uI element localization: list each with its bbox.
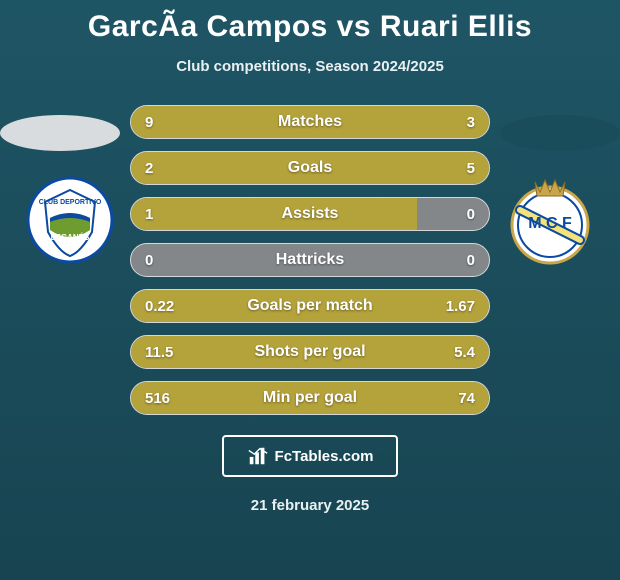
stat-row: 0.221.67Goals per match — [130, 289, 490, 323]
stat-label: Goals — [131, 152, 489, 184]
club-crest-right: M C F — [500, 170, 600, 270]
crown-crest-icon: M C F — [500, 170, 600, 270]
bar-chart-icon — [247, 445, 269, 467]
svg-text:M C F: M C F — [528, 215, 572, 232]
subtitle: Club competitions, Season 2024/2025 — [0, 58, 620, 75]
stat-row: 93Matches — [130, 105, 490, 139]
stat-row: 51674Min per goal — [130, 381, 490, 415]
stat-label: Goals per match — [131, 290, 489, 322]
brand-label: FcTables.com — [275, 448, 374, 465]
stat-label: Shots per goal — [131, 336, 489, 368]
svg-text:CLUB DEPORTIVO: CLUB DEPORTIVO — [39, 199, 102, 206]
stat-row: 11.55.4Shots per goal — [130, 335, 490, 369]
stat-label: Min per goal — [131, 382, 489, 414]
stat-label: Hattricks — [131, 244, 489, 276]
player-ellipse-right — [500, 115, 620, 151]
shield-icon: CLUB DEPORTIVO LEGANÉS — [20, 170, 120, 270]
club-crest-left: CLUB DEPORTIVO LEGANÉS — [20, 170, 120, 270]
stat-row: 00Hattricks — [130, 243, 490, 277]
date-label: 21 february 2025 — [0, 497, 620, 514]
stat-label: Matches — [131, 106, 489, 138]
brand-logo: FcTables.com — [222, 435, 398, 477]
stat-row: 10Assists — [130, 197, 490, 231]
stat-row: 25Goals — [130, 151, 490, 185]
page-title: GarcÃ­a Campos vs Ruari Ellis — [0, 0, 620, 44]
svg-text:LEGANÉS: LEGANÉS — [51, 233, 90, 242]
stat-label: Assists — [131, 198, 489, 230]
player-ellipse-left — [0, 115, 120, 151]
